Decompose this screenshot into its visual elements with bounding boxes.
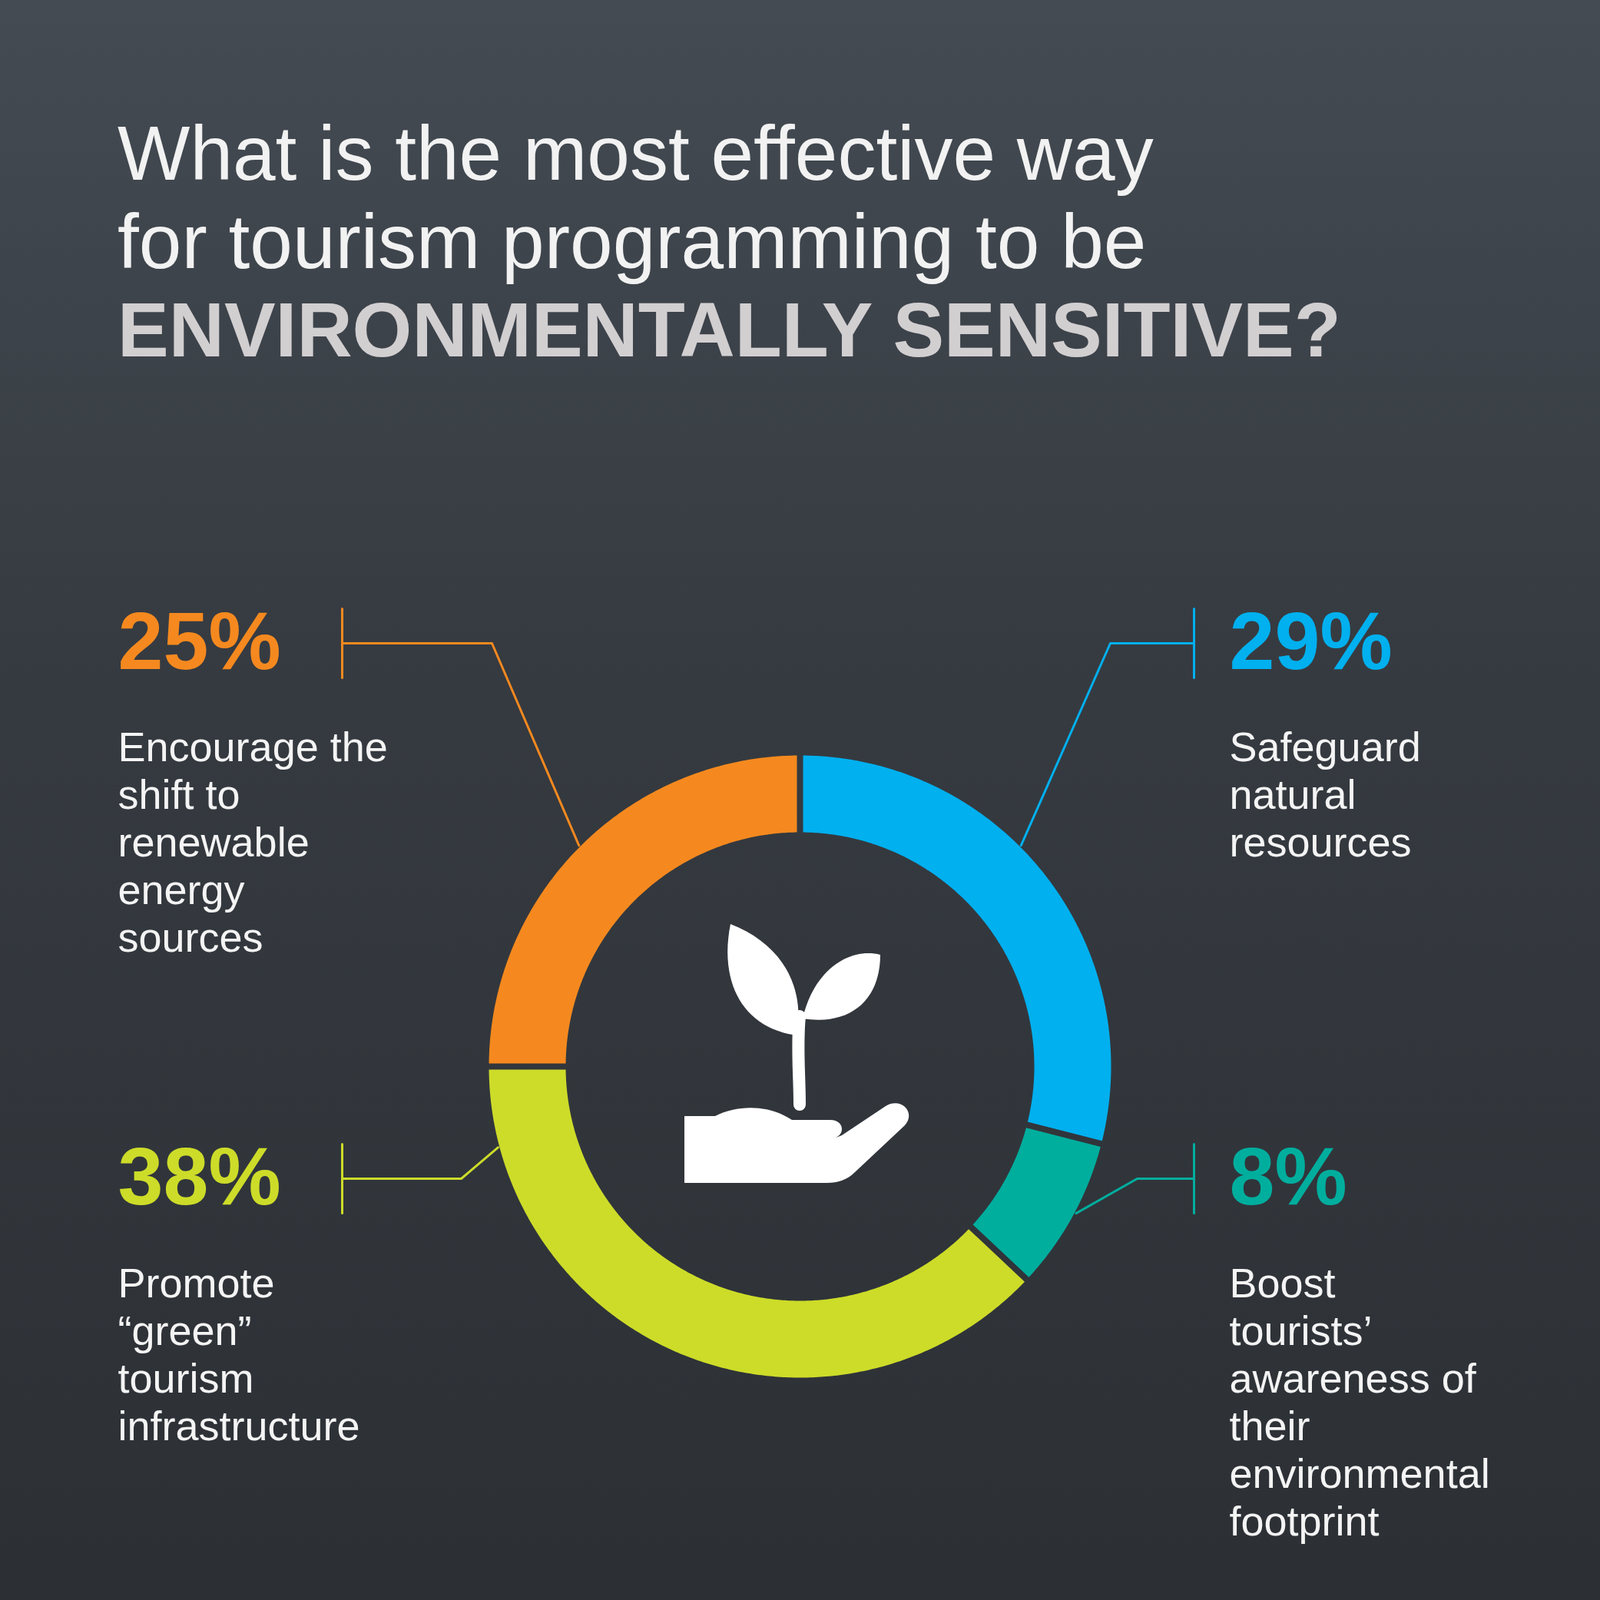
svg-text:38%: 38% bbox=[118, 1130, 282, 1222]
svg-text:Boosttourists’awareness ofthei: Boosttourists’awareness oftheirenvironme… bbox=[1229, 1259, 1491, 1545]
svg-text:Encourage theshift torenewable: Encourage theshift torenewableenergysour… bbox=[118, 723, 388, 961]
html-text:ENVIRONMENTALLY SENSITIVE?: ENVIRONMENTALLY SENSITIVE? bbox=[117, 286, 1341, 373]
svg-text:8%: 8% bbox=[1229, 1130, 1348, 1222]
svg-text:Safeguardnaturalresources: Safeguardnaturalresources bbox=[1229, 723, 1422, 865]
html-text:What is the most effective way: What is the most effective way for touri… bbox=[117, 109, 1154, 285]
svg-text:Promote“green”tourisminfrastru: Promote“green”tourisminfrastructure bbox=[118, 1259, 361, 1449]
svg-text:29%: 29% bbox=[1229, 595, 1393, 686]
svg-text:25%: 25% bbox=[118, 595, 282, 686]
